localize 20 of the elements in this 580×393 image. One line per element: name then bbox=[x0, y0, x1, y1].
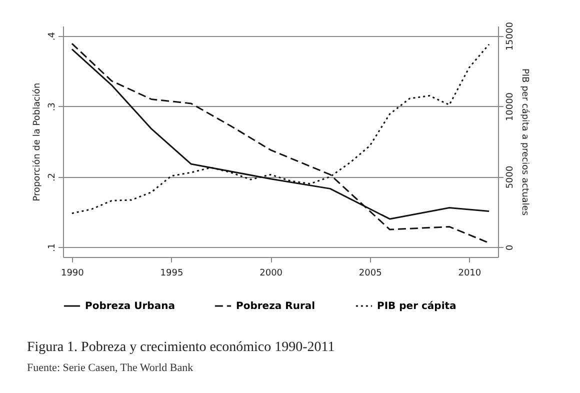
y-axis-title: Proporción de la Población bbox=[32, 82, 42, 202]
y2-tick-label: 5000 bbox=[506, 165, 516, 189]
y2-tick-label: 10000 bbox=[506, 92, 516, 122]
y-tick-label: .1 bbox=[48, 243, 58, 252]
text: Figura 1. Pobreza y crecimiento económico 1990-2011 bbox=[27, 340, 335, 356]
legend-label: PIB per cápita bbox=[377, 301, 456, 312]
x-tick-label: 1995 bbox=[160, 268, 184, 278]
y2-tick-label: 0 bbox=[506, 244, 516, 251]
x-tick-label: 2010 bbox=[458, 268, 482, 278]
x-tick-label: 2005 bbox=[358, 268, 382, 278]
y-tick-label: .4 bbox=[48, 32, 58, 41]
legend-label: Pobreza Rural bbox=[236, 301, 316, 312]
x-tick-label: 1990 bbox=[60, 268, 84, 278]
legend-label: Pobreza Urbana bbox=[85, 301, 175, 312]
y-tick-label: .2 bbox=[48, 172, 58, 182]
x-tick-label: 2000 bbox=[260, 268, 283, 278]
y2-axis-title: PIB per cápita a precios actuales bbox=[520, 68, 530, 216]
source-note: Fuente: Serie Casen, The World Bank bbox=[27, 362, 194, 374]
y2-tick-label: 15000 bbox=[506, 22, 516, 51]
y-tick-label: .3 bbox=[48, 102, 58, 112]
